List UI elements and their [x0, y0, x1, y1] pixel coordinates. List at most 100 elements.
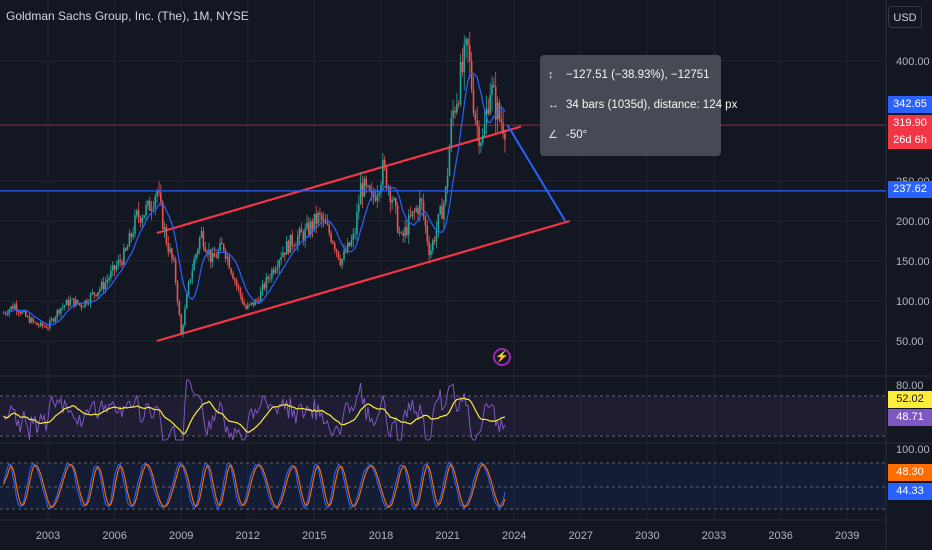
candle-body: [337, 251, 340, 259]
candle-body: [382, 159, 384, 185]
candle-body: [441, 206, 443, 220]
candle-body: [430, 250, 432, 256]
horizontal-range-icon: ↔: [548, 99, 559, 111]
stoch-k-line: [3, 461, 506, 512]
candle-body: [50, 318, 53, 321]
candle-body: [215, 256, 218, 259]
rsi-tick-label: 80.00: [896, 380, 924, 392]
x-tick-label: 2027: [569, 530, 593, 542]
candle-body: [300, 228, 303, 233]
candle-body: [65, 299, 68, 306]
candle-body: [256, 299, 258, 301]
candle-body: [359, 183, 362, 205]
candle-body: [282, 252, 284, 257]
x-tick-label: 2039: [835, 530, 859, 542]
candle-body: [374, 197, 377, 201]
candle-body: [163, 226, 166, 229]
candle-body: [465, 38, 467, 45]
candle-body: [304, 228, 306, 241]
candle-body: [239, 288, 242, 296]
x-tick-label: 2024: [502, 530, 526, 542]
candle-body: [504, 133, 506, 140]
candle-body: [469, 45, 471, 62]
candle-body: [17, 310, 20, 313]
candle-body: [296, 236, 299, 246]
candle-body: [491, 84, 493, 95]
x-tick-label: 2012: [236, 530, 260, 542]
candle-body: [426, 225, 429, 242]
candle-body: [226, 256, 229, 259]
candle-body: [95, 294, 97, 296]
candle-body: [174, 259, 177, 282]
candle-body: [36, 322, 38, 326]
candle-body: [341, 258, 343, 265]
candle-body: [437, 214, 440, 230]
candle-body: [481, 135, 484, 144]
candle-body: [443, 202, 445, 220]
rsi-flag-value: 48.71: [888, 409, 932, 426]
candle-body: [317, 212, 319, 224]
candle-body: [185, 295, 188, 309]
y-tick-label: 200.00: [896, 216, 930, 228]
candle-body: [356, 211, 358, 234]
candle-body: [102, 282, 105, 290]
candle-body: [289, 234, 292, 253]
candle-body: [432, 240, 434, 251]
candle-body: [478, 126, 480, 146]
candle-body: [191, 270, 194, 279]
candle-body: [237, 285, 240, 289]
candle-body: [202, 231, 205, 248]
candle-body: [439, 206, 441, 215]
candle-body: [32, 318, 34, 322]
candle-body: [396, 205, 399, 233]
candle-body: [28, 316, 31, 323]
x-tick-label: 2009: [169, 530, 193, 542]
candle-body: [474, 113, 477, 121]
candle-body: [195, 254, 197, 260]
candle-body: [498, 102, 501, 120]
candle-body: [12, 306, 14, 309]
candle-body: [74, 299, 77, 307]
candle-body: [452, 110, 454, 118]
candle-body: [345, 250, 347, 253]
candle-body: [200, 231, 203, 238]
candle-body: [378, 192, 380, 195]
candle-body: [248, 304, 251, 305]
candle-body: [402, 233, 404, 236]
candle-body: [123, 248, 125, 265]
candle-body: [100, 282, 103, 289]
candle-body: [406, 227, 408, 236]
candle-body: [387, 187, 390, 189]
candle-body: [428, 241, 430, 256]
candle-body: [287, 241, 290, 253]
measure-angle: -50°: [566, 129, 588, 141]
candle-body: [23, 311, 25, 312]
lightning-icon[interactable]: ⚡: [493, 348, 511, 366]
candle-body: [417, 208, 419, 214]
y-tick-label: 400.00: [896, 56, 930, 68]
candle-body: [335, 249, 338, 252]
candle-body: [350, 240, 353, 246]
candle-body: [113, 265, 116, 270]
candle-body: [376, 194, 379, 201]
candle-body: [124, 248, 127, 251]
candle-body: [415, 208, 417, 212]
candle-body: [198, 237, 201, 250]
candle-body: [263, 283, 266, 289]
candle-body: [476, 120, 478, 127]
candle-body: [154, 195, 157, 207]
candle-body: [459, 61, 462, 104]
candle-body: [467, 38, 469, 46]
candle-body: [500, 119, 503, 123]
candle-body: [319, 212, 321, 215]
candle-body: [309, 221, 312, 235]
candle-body: [19, 312, 22, 314]
candle-body: [219, 242, 221, 251]
candle-body: [261, 283, 264, 291]
candle-body: [39, 322, 42, 326]
candle-body: [73, 298, 75, 307]
currency-button[interactable]: USD: [888, 6, 922, 28]
candle-body: [472, 89, 475, 114]
